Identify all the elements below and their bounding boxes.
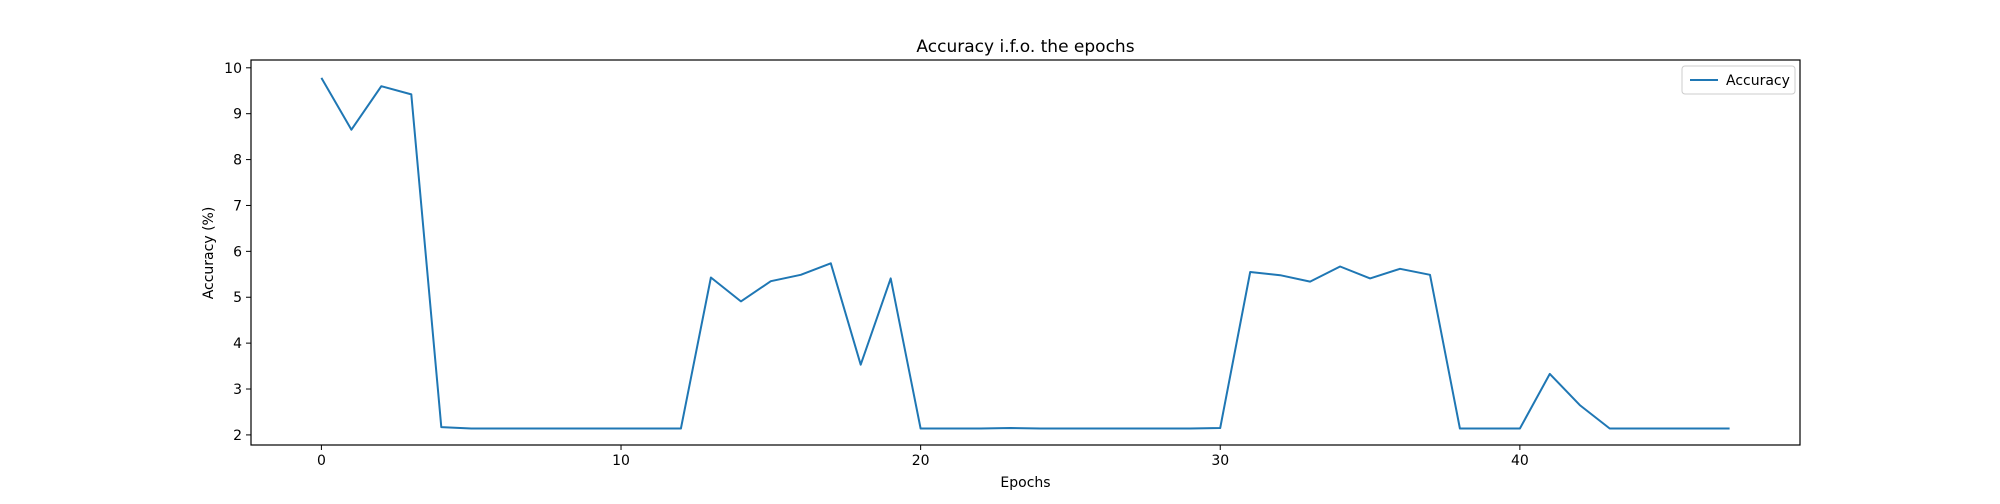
legend-frame (1681, 65, 1796, 95)
x-tick-label: 40 (1511, 453, 1529, 469)
x-axis-label: Epochs (1000, 475, 1050, 491)
y-tick-label: 9 (233, 107, 242, 123)
y-tick-label: 7 (233, 198, 242, 214)
y-tick-label: 4 (233, 336, 242, 352)
legend-label: Accuracy (1726, 73, 1790, 89)
plot-area: 0 10 20 30 40 2 3 4 5 6 7 8 9 10 (224, 59, 1801, 469)
axes-frame (250, 59, 1801, 446)
x-tick-label: 20 (912, 453, 930, 469)
y-tick-label: 2 (233, 428, 242, 444)
x-tick-label: 0 (317, 453, 326, 469)
y-tick-label: 10 (224, 61, 242, 77)
y-tick-label: 3 (233, 382, 242, 398)
chart-title: Accuracy i.f.o. the epochs (916, 37, 1134, 57)
series-line-accuracy (320, 77, 1730, 430)
y-tick-label: 8 (233, 153, 242, 169)
y-tick-label: 5 (233, 290, 242, 306)
y-axis-label: Accuracy (%) (201, 207, 217, 300)
y-tick-label: 6 (233, 244, 242, 260)
chart-legend: Accuracy (1681, 65, 1796, 95)
x-tick-label: 10 (612, 453, 630, 469)
x-tick-label: 30 (1211, 453, 1229, 469)
